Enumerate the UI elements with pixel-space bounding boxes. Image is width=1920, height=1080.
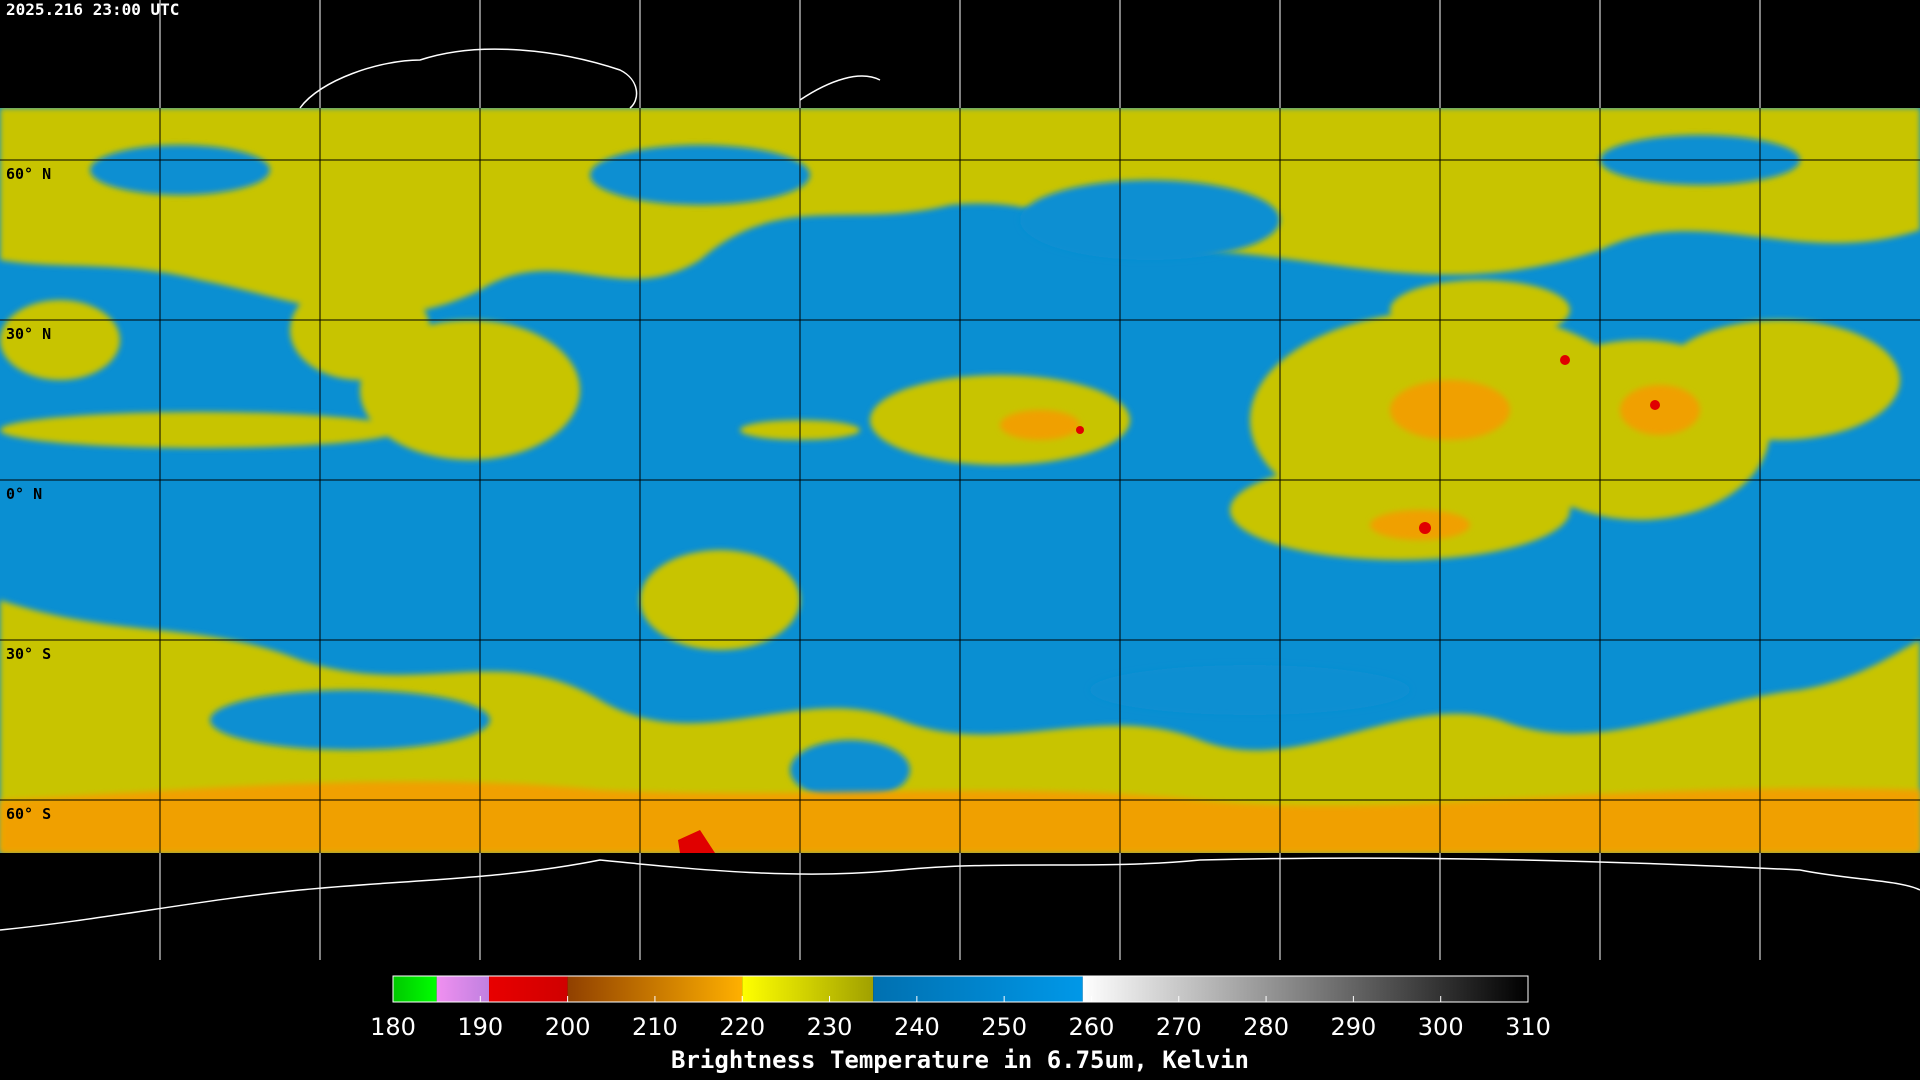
colorbar-segment	[1082, 976, 1528, 1002]
colorbar-tick-label: 260	[1069, 1013, 1115, 1041]
timestamp: 2025.216 23:00 UTC	[6, 0, 179, 19]
colorbar-tick-label: 190	[457, 1013, 503, 1041]
colorbar-segment	[489, 976, 568, 1002]
colorbar-segment	[742, 976, 874, 1002]
colorbar-tick-label: 250	[981, 1013, 1027, 1041]
colorbar-segment	[436, 976, 490, 1002]
colorbar-tick-label: 300	[1418, 1013, 1464, 1041]
colorbar-tick-label: 200	[545, 1013, 591, 1041]
colorbar-tick-label: 240	[894, 1013, 940, 1041]
deep-convection	[678, 355, 1660, 853]
colorbar-segment	[393, 976, 437, 1002]
colorbar-segment	[873, 976, 1083, 1002]
colorbar-tick-label: 290	[1330, 1013, 1376, 1041]
latitude-label: 0° N	[6, 485, 42, 503]
colorbar-frame	[392, 975, 1529, 1003]
colorbar-tick-label: 220	[719, 1013, 765, 1041]
latitude-label: 30° N	[6, 325, 51, 343]
colorbar-tick-label: 280	[1243, 1013, 1289, 1041]
latitude-label: 60° S	[6, 805, 51, 823]
colorbar-tick-label: 310	[1505, 1013, 1551, 1041]
coastlines	[0, 48, 1920, 931]
latitude-label: 60° N	[6, 165, 51, 183]
colorbar-tick-label: 210	[632, 1013, 678, 1041]
colorbar-tick-label: 270	[1156, 1013, 1202, 1041]
graticule	[0, 0, 1920, 960]
colorbar-tick-label: 230	[807, 1013, 853, 1041]
latitude-label: 30° S	[6, 645, 51, 663]
colorbar-label: Brightness Temperature in 6.75um, Kelvin	[671, 1046, 1249, 1074]
colorbar-tick-label: 180	[370, 1013, 416, 1041]
